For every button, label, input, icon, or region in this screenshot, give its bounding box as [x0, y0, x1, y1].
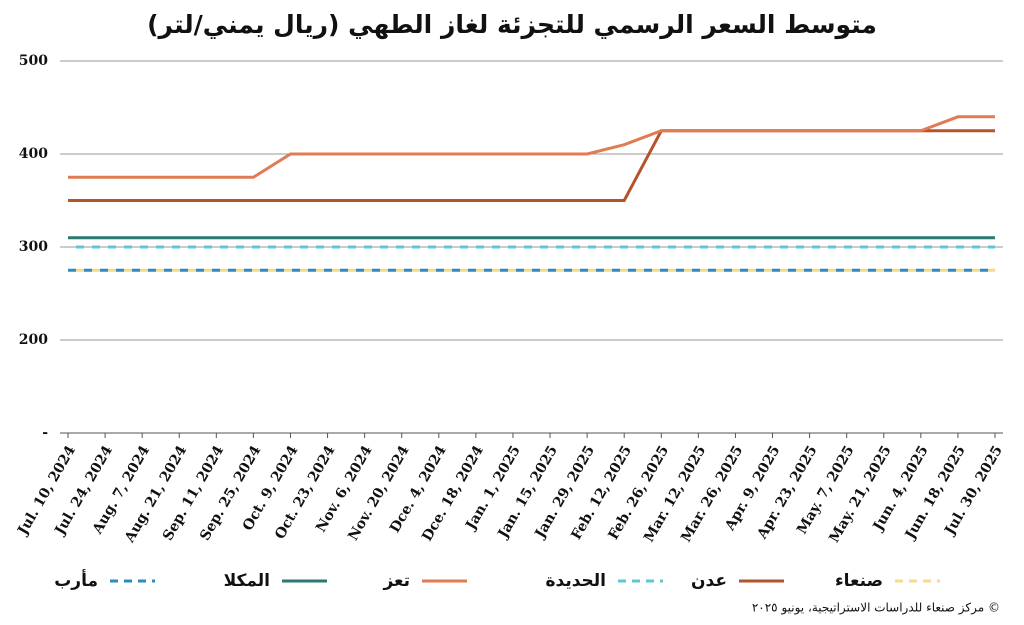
legend-label: الحديدة: [545, 571, 606, 591]
source-note: © مركز صنعاء للدراسات الاستراتيجية، يوني…: [752, 601, 1000, 616]
y-tick-label: 400: [19, 146, 48, 162]
y-tick-label: 200: [19, 332, 48, 348]
chart-title: متوسط السعر الرسمي للتجزئة لغاز الطهي (ر…: [147, 10, 877, 40]
legend-label: صنعاء: [835, 571, 883, 591]
legend-label: المكلا: [224, 571, 270, 591]
y-tick-label: 500: [19, 53, 48, 69]
y-tick-label: -: [42, 425, 48, 441]
legend-label: تعز: [382, 571, 410, 591]
legend-label: مأرب: [54, 569, 98, 591]
series-line: [68, 129, 995, 202]
y-tick-label: 300: [19, 239, 48, 255]
series-line: [68, 115, 995, 179]
legend-label: عدن: [691, 571, 727, 591]
